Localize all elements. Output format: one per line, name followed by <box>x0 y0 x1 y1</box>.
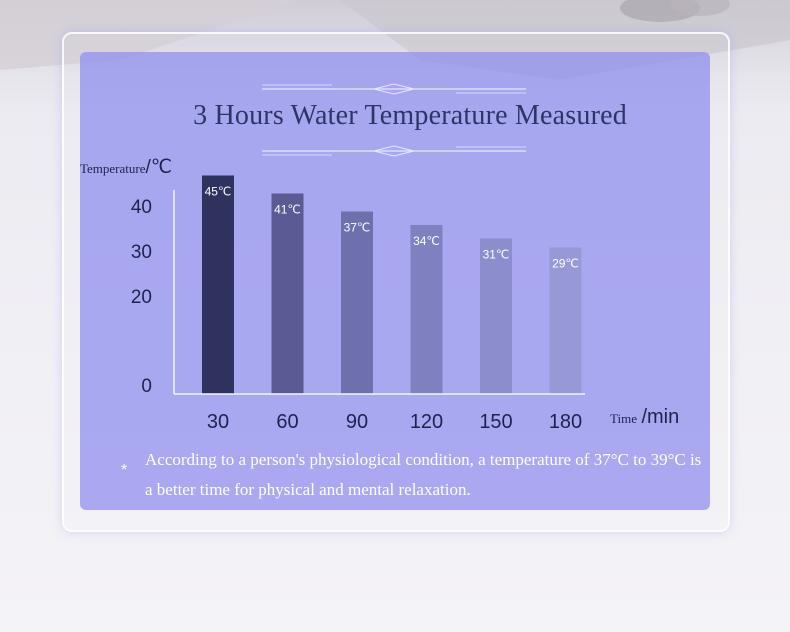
x-tick-label: 60 <box>276 411 298 433</box>
y-tick-label: 30 <box>131 242 152 263</box>
chart-title: 3 Hours Water Temperature Measured <box>193 100 627 131</box>
x-axis-label: Time /min <box>610 406 679 429</box>
bar-data-label: 41℃ <box>274 203 301 217</box>
title-ornament-top <box>262 83 526 95</box>
x-tick-label: 120 <box>410 411 443 433</box>
y-axis-unit: /℃ <box>145 157 173 178</box>
bar-120 <box>410 225 443 394</box>
note-marker: * <box>121 462 128 479</box>
x-tick-label: 90 <box>346 411 368 433</box>
bar-90 <box>341 211 373 394</box>
bar-60 <box>271 193 304 394</box>
bars-group <box>202 175 582 394</box>
bar-30 <box>202 175 234 394</box>
x-axis-unit: /min <box>641 406 680 428</box>
x-axis-ticks: 30 60 90 120 150 180 <box>207 411 582 433</box>
title-ornament-bottom <box>262 145 526 157</box>
x-tick-label: 150 <box>479 411 512 433</box>
y-tick-label: 0 <box>141 376 152 397</box>
bar-150 <box>480 238 512 394</box>
bar-data-label: 37℃ <box>344 221 371 235</box>
x-axis-name: Time <box>610 411 637 426</box>
y-axis-ticks: 0 20 30 40 <box>131 197 152 397</box>
bar-data-label: 31℃ <box>483 248 510 262</box>
y-tick-label: 40 <box>131 197 152 218</box>
bar-data-label: 45℃ <box>205 185 232 199</box>
bar-data-label: 29℃ <box>552 257 579 271</box>
bar-data-label: 34℃ <box>413 234 440 248</box>
x-tick-label: 180 <box>549 411 582 433</box>
y-tick-label: 20 <box>131 287 152 308</box>
note-text: According to a person's physiological co… <box>145 450 702 499</box>
chart-panel <box>80 52 710 510</box>
bar-180 <box>549 247 582 394</box>
y-axis-label: Temperature/℃ <box>80 156 172 179</box>
y-axis-name: Temperature <box>80 161 146 176</box>
data-labels-group: 45℃ 41℃ 37℃ 34℃ 31℃ 29℃ <box>205 185 579 271</box>
x-tick-label: 30 <box>207 411 229 433</box>
glow-frame <box>62 32 730 532</box>
